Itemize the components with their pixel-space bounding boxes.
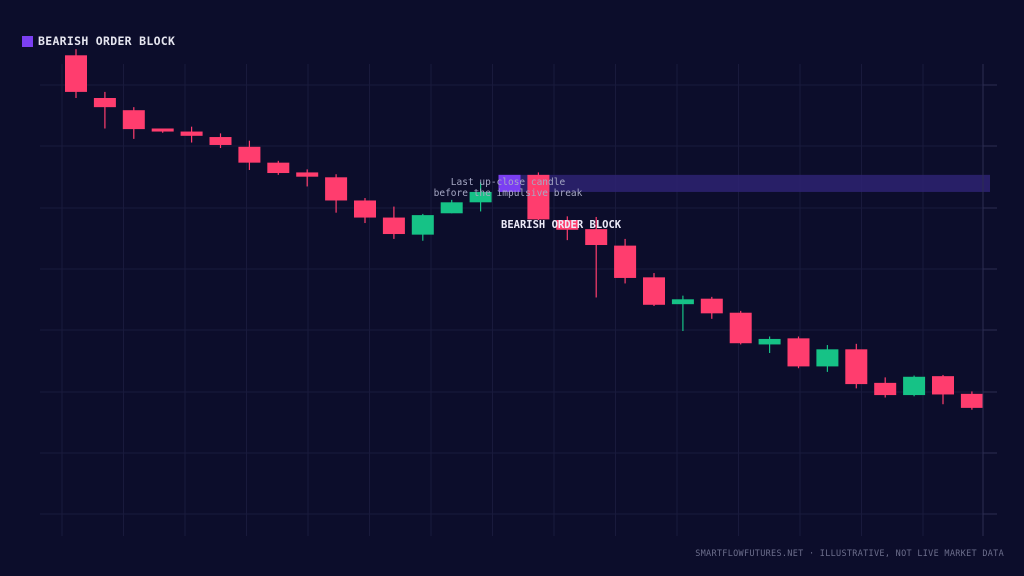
- candle: [180, 126, 203, 143]
- candle: [122, 107, 145, 139]
- candle: [643, 273, 665, 307]
- annotation-line-1: Last up-close candle: [451, 177, 566, 188]
- annotation-line-2: before the impulsive break: [434, 188, 583, 199]
- candle: [93, 91, 116, 129]
- candle: [151, 128, 174, 133]
- candle: [411, 213, 434, 241]
- candle-body: [643, 277, 665, 305]
- candle: [382, 206, 405, 239]
- candle-body: [354, 200, 376, 218]
- candle-body: [729, 312, 752, 344]
- candle-body: [238, 146, 261, 163]
- footer-disclaimer: SMARTFLOWFUTURES.NET · ILLUSTRATIVE, NOT…: [695, 549, 1004, 559]
- candle: [903, 375, 926, 397]
- order-block-label: BEARISH ORDER BLOCK: [501, 219, 622, 231]
- candle: [758, 336, 781, 353]
- candle-body: [845, 349, 868, 385]
- candle: [296, 169, 319, 187]
- candle: [960, 391, 983, 410]
- candle: [556, 216, 579, 241]
- candle-body: [527, 174, 550, 220]
- candle: [845, 343, 868, 389]
- candle: [354, 198, 376, 224]
- candle-body: [122, 110, 145, 130]
- candle-body: [787, 338, 810, 367]
- candlestick-series: [65, 49, 983, 410]
- candle-body: [151, 128, 174, 132]
- order-block-zone: [498, 174, 990, 192]
- candle: [816, 345, 839, 372]
- candle: [209, 133, 232, 149]
- candle: [238, 140, 261, 170]
- candle-body: [960, 393, 983, 408]
- legend-label: BEARISH ORDER BLOCK: [38, 34, 176, 48]
- candle-body: [325, 177, 348, 201]
- candle: [498, 174, 521, 195]
- candle-body: [411, 215, 434, 235]
- candle-body: [65, 55, 87, 92]
- candle: [729, 310, 752, 345]
- candle-body: [498, 174, 521, 192]
- candle-body: [267, 162, 290, 174]
- candle: [267, 160, 290, 175]
- candle-body: [903, 376, 926, 396]
- candle: [787, 336, 810, 369]
- candle-body: [700, 298, 723, 314]
- candle-body: [758, 338, 781, 345]
- candle-body: [93, 98, 116, 108]
- candle-body: [816, 349, 839, 367]
- legend-swatch: [22, 35, 33, 47]
- candle: [325, 174, 348, 213]
- candle-body: [932, 376, 954, 395]
- candle-body: [180, 131, 203, 136]
- candle-body: [382, 217, 405, 235]
- candle-body: [296, 172, 319, 177]
- candle-body: [440, 202, 463, 214]
- candle-body: [585, 229, 608, 246]
- candle-body: [556, 220, 579, 230]
- candle-body: [614, 245, 637, 278]
- candle: [527, 172, 550, 220]
- candle-body: [209, 137, 232, 145]
- candle: [440, 199, 463, 214]
- candle: [932, 374, 954, 405]
- candle: [65, 49, 87, 98]
- right-price-axis: [982, 64, 997, 536]
- candle: [671, 295, 694, 332]
- chart-legend: BEARISH ORDER BLOCK: [22, 34, 175, 48]
- candle: [585, 216, 608, 298]
- chart-grid: [40, 64, 983, 536]
- candle: [469, 182, 492, 212]
- candle-body: [671, 299, 694, 305]
- candle: [614, 238, 637, 284]
- candle-body: [874, 382, 897, 396]
- candle-body: [469, 191, 492, 203]
- candle: [874, 377, 897, 398]
- candle: [700, 296, 723, 319]
